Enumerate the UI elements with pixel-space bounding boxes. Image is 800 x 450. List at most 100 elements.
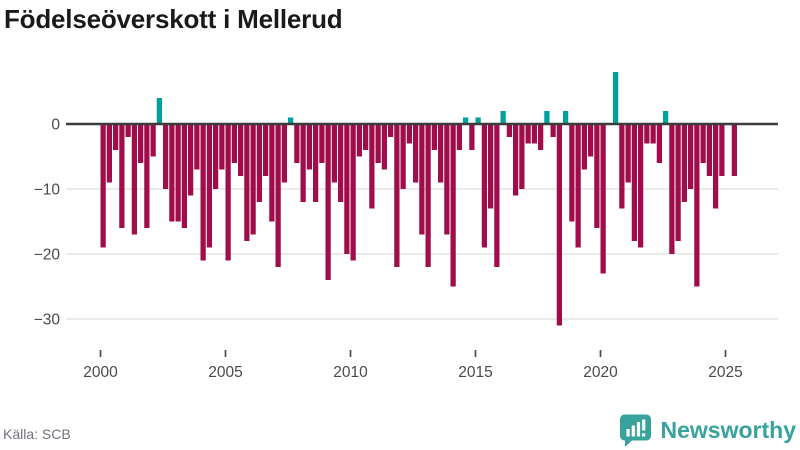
bar (600, 124, 606, 274)
bar (713, 124, 719, 209)
source-note: Källa: SCB (3, 426, 71, 442)
bar (663, 111, 669, 124)
bar (625, 124, 631, 183)
bar (688, 124, 694, 189)
bar (256, 124, 262, 202)
bar (100, 124, 106, 248)
brand-name: Newsworthy (660, 416, 796, 443)
bar (269, 124, 275, 222)
bar (563, 111, 569, 124)
bar (119, 124, 125, 228)
bar (400, 124, 406, 189)
bar (313, 124, 319, 202)
bar (444, 124, 450, 235)
bar (294, 124, 300, 163)
bar (288, 117, 294, 124)
x-tick-label: 2005 (208, 364, 242, 381)
bar (669, 124, 675, 254)
bar (706, 124, 712, 176)
bar (156, 98, 162, 124)
bar (194, 124, 200, 170)
bar (306, 124, 312, 170)
bar (650, 124, 656, 144)
bar (519, 124, 525, 189)
bar (469, 124, 475, 150)
bar (506, 124, 512, 137)
bar (394, 124, 400, 267)
bar (675, 124, 681, 241)
bar (138, 124, 144, 163)
bar-chart-speech-bubble-icon (619, 414, 651, 447)
bar (656, 124, 662, 163)
bar (300, 124, 306, 202)
bar (681, 124, 687, 202)
bar (481, 124, 487, 248)
bar (450, 124, 456, 287)
y-tick-label: −30 (34, 312, 61, 329)
bar (638, 124, 644, 248)
bar (125, 124, 131, 137)
bar (525, 124, 531, 144)
x-tick-label: 2010 (333, 364, 368, 381)
x-axis: 2000 2005 2010 2015 2020 2025 (83, 350, 743, 381)
bar (463, 117, 469, 124)
bar (431, 124, 437, 150)
bar (419, 124, 425, 235)
bar (344, 124, 350, 254)
bar (388, 124, 394, 137)
bar (544, 111, 550, 124)
bar (238, 124, 244, 176)
bar (331, 124, 337, 183)
bar (425, 124, 431, 267)
x-tick-label: 2020 (583, 364, 618, 381)
bar (700, 124, 706, 163)
y-axis-labels: 0 −10 −20 −30 (34, 117, 61, 329)
bar (263, 124, 269, 176)
bar (225, 124, 231, 261)
bar (500, 111, 506, 124)
bar (531, 124, 537, 144)
y-tick-label: −10 (34, 182, 61, 199)
bar (719, 124, 725, 176)
page-title: Födelseöverskott i Mellerud (4, 4, 343, 34)
bar (550, 124, 556, 137)
bar (244, 124, 250, 241)
bar (613, 72, 619, 124)
bar (325, 124, 331, 280)
bar (106, 124, 112, 183)
bar (356, 124, 362, 157)
bar (350, 124, 356, 261)
bar (338, 124, 344, 202)
bar (144, 124, 150, 228)
bar (113, 124, 119, 150)
bar (150, 124, 156, 157)
bars (100, 72, 737, 326)
newsworthy-logo: Newsworthy (618, 412, 796, 448)
bar (250, 124, 256, 235)
bar (188, 124, 194, 196)
bar (694, 124, 700, 287)
bar (413, 124, 419, 183)
bar (438, 124, 444, 183)
bar (206, 124, 212, 248)
bar (131, 124, 137, 235)
bar (488, 124, 494, 209)
bar (163, 124, 169, 189)
bar (475, 117, 481, 124)
x-tick-label: 2025 (708, 364, 742, 381)
x-tick-label: 2000 (83, 364, 118, 381)
bar (169, 124, 175, 222)
bar (644, 124, 650, 144)
bar (538, 124, 544, 150)
bar (375, 124, 381, 163)
bar (513, 124, 519, 196)
y-tick-label: −20 (34, 247, 61, 264)
bar (575, 124, 581, 248)
bar (494, 124, 500, 267)
bar (631, 124, 637, 241)
bar (213, 124, 219, 189)
bar (181, 124, 187, 228)
bar (175, 124, 181, 222)
bar (363, 124, 369, 150)
